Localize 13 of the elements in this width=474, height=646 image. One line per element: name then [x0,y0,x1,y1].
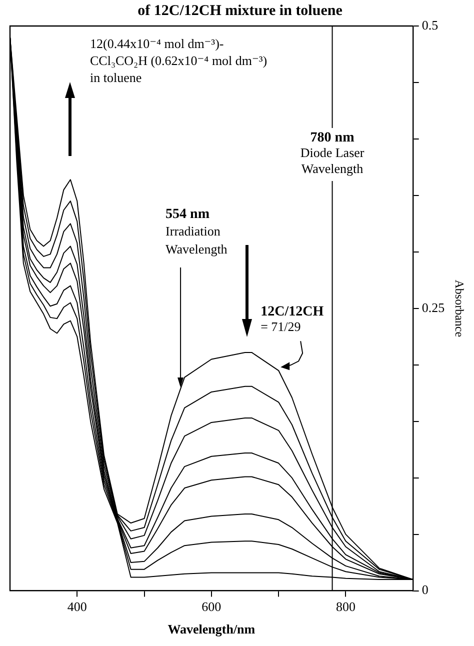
x-axis-title: Wavelength/nm [168,622,256,637]
annotation: 554 nm Irradiation Wavelength [166,207,228,256]
x-tick-label: 400 [67,599,87,614]
ref-line-label: 780 nm Diode Laser Wavelength [300,130,365,176]
annotation: 12C/12CH = 71/29 [260,304,324,334]
x-tick-label: 800 [336,599,356,614]
x-tick-label: 600 [202,599,222,614]
y-axis-title: Absorbance [452,280,467,338]
y-tick-label: 0 [422,582,428,598]
annotation: 12(0.44x10⁻⁴ mol dm⁻³)- CCl₃CO₂H (0.62x10⁻⁴ mol dm⁻³) in toluene [90,36,268,85]
y-tick-label: 0.25 [422,300,445,315]
y-tick-label: 0.5 [422,17,438,32]
chart-title: of 12C/12CH mixture in toluene [138,2,343,19]
